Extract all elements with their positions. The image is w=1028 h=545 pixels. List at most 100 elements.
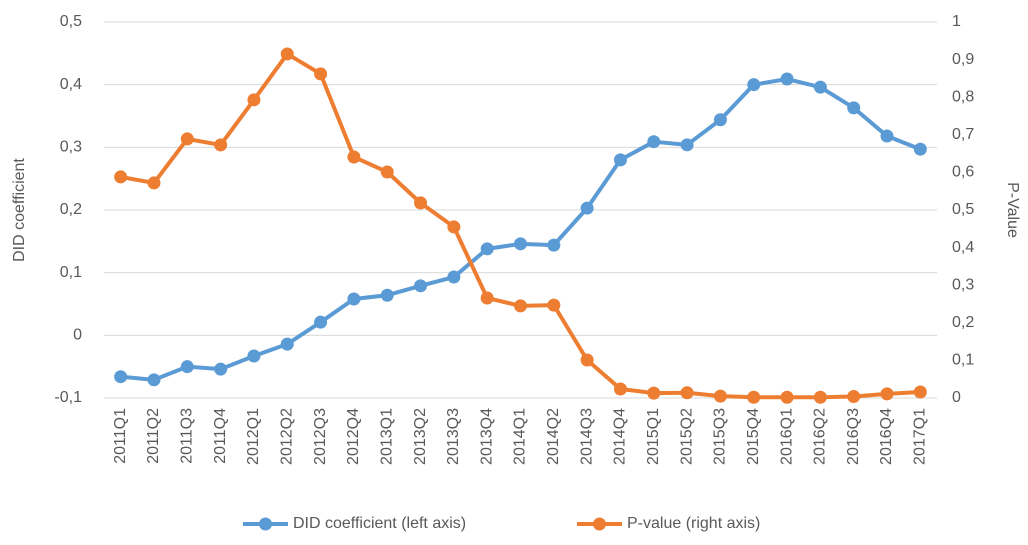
data-point: [480, 291, 494, 305]
x-tick-label: 2015Q2: [678, 408, 695, 465]
series-line: [120, 51, 921, 400]
data-point: [847, 101, 861, 115]
data-point: [114, 170, 128, 184]
data-point: [180, 360, 194, 374]
data-point: [880, 129, 894, 143]
x-tick-label: 2015Q4: [745, 408, 762, 465]
data-point: [647, 386, 661, 400]
x-tick-label: 2013Q3: [445, 408, 462, 465]
data-point: [813, 390, 827, 404]
data-point: [214, 362, 228, 376]
legend-marker: [259, 517, 272, 531]
data-point: [747, 390, 761, 404]
legend-label: DID coefficient (left axis): [293, 515, 466, 532]
y2-tick-label: 0,1: [952, 352, 974, 369]
data-point: [713, 113, 727, 127]
data-point: [613, 153, 627, 167]
data-point: [514, 237, 527, 251]
x-tick-label: 2013Q4: [478, 408, 495, 465]
data-point: [414, 279, 428, 293]
data-point: [847, 389, 861, 403]
data-point: [280, 337, 294, 351]
y2-axis-title: P-Value: [1004, 182, 1021, 238]
data-point: [547, 238, 561, 252]
y-tick-label: 0: [73, 327, 82, 344]
y2-tick-label: 0,3: [952, 276, 974, 293]
x-tick-label: 2016Q4: [878, 408, 895, 465]
data-point: [314, 315, 328, 329]
data-point: [447, 270, 461, 284]
data-point: [147, 176, 161, 190]
x-tick-label: 2013Q2: [412, 408, 429, 465]
data-point: [247, 93, 261, 107]
data-point: [414, 196, 428, 210]
y-tick-label: 0,3: [60, 139, 82, 156]
x-tick-label: 2016Q3: [845, 408, 862, 465]
data-point: [780, 390, 794, 404]
data-point: [180, 132, 194, 146]
x-tick-label: 2012Q1: [245, 408, 262, 465]
data-point: [813, 80, 827, 94]
y2-tick-label: 0,9: [952, 51, 974, 68]
y-axis-title: DID coefficient: [11, 158, 28, 262]
y2-tick-label: 0,7: [952, 126, 974, 143]
y2-tick-label: 0,6: [952, 164, 974, 181]
data-point: [114, 370, 128, 384]
data-point: [647, 135, 661, 149]
x-tick-label: 2014Q1: [512, 408, 529, 465]
data-point: [680, 138, 694, 152]
x-tick-label: 2017Q1: [912, 408, 929, 465]
x-tick-label: 2012Q4: [345, 408, 362, 465]
legend-label: P-value (right axis): [627, 515, 760, 532]
data-point: [913, 142, 927, 156]
y2-tick-label: 0,2: [952, 314, 974, 331]
x-tick-label: 2013Q1: [378, 408, 395, 465]
data-point: [680, 386, 694, 400]
x-tick-label: 2016Q1: [778, 408, 795, 465]
data-point: [880, 387, 894, 401]
x-tick-label: 2011Q4: [212, 408, 229, 464]
data-point: [514, 299, 527, 313]
data-point: [247, 349, 261, 363]
y-tick-label: 0,1: [60, 264, 82, 281]
legend-marker: [593, 517, 606, 531]
data-point: [780, 72, 794, 86]
y2-tick-label: 0: [952, 389, 961, 406]
y2-tick-label: 0,5: [952, 201, 974, 218]
data-point: [347, 150, 361, 164]
y2-tick-label: 0,4: [952, 239, 974, 256]
x-tick-label: 2015Q1: [645, 408, 662, 465]
data-point: [447, 220, 461, 234]
data-point: [713, 389, 727, 403]
y-tick-label: -0,1: [54, 389, 82, 406]
y-tick-label: 0,4: [60, 76, 82, 93]
x-tick-label: 2011Q2: [145, 408, 162, 464]
data-point: [480, 242, 494, 256]
y-tick-label: 0,2: [60, 201, 82, 218]
data-point: [747, 78, 761, 92]
data-point: [613, 382, 627, 396]
x-tick-label: 2011Q1: [112, 408, 129, 464]
data-point: [280, 47, 294, 61]
y-tick-label: 0,5: [60, 13, 82, 30]
x-tick-label: 2012Q3: [312, 408, 329, 465]
data-point: [147, 373, 161, 387]
x-tick-label: 2016Q2: [812, 408, 829, 465]
x-tick-label: 2011Q3: [179, 408, 196, 464]
x-tick-label: 2015Q3: [712, 408, 729, 465]
series-line: [120, 77, 922, 382]
y2-tick-label: 1: [952, 13, 961, 30]
x-tick-label: 2012Q2: [278, 408, 295, 465]
data-point: [580, 353, 594, 367]
x-tick-label: 2014Q4: [612, 408, 629, 465]
data-point: [214, 138, 228, 152]
y2-tick-label: 0,8: [952, 88, 974, 105]
data-point: [314, 67, 328, 81]
data-point: [913, 385, 927, 399]
x-tick-label: 2014Q2: [545, 408, 562, 465]
data-point: [547, 298, 561, 312]
x-tick-label: 2014Q3: [578, 408, 595, 465]
data-point: [347, 292, 361, 306]
data-point: [380, 165, 394, 179]
